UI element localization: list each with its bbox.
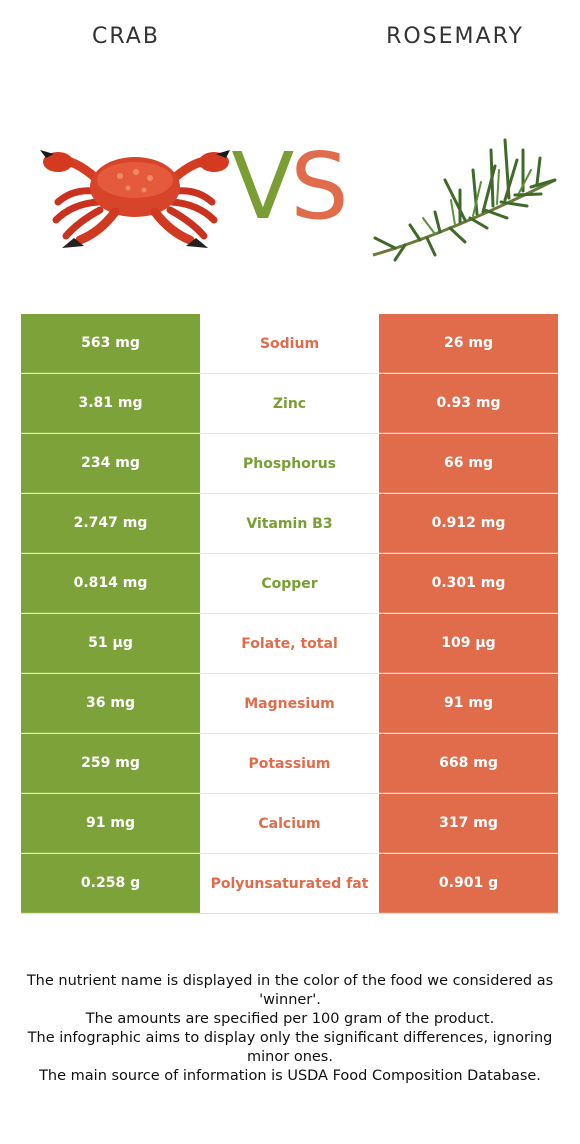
crab-value: 234 mg <box>21 434 200 493</box>
table-row: 563 mg Sodium 26 mg <box>21 314 558 374</box>
crab-value: 3.81 mg <box>21 374 200 433</box>
table-row: 234 mg Phosphorus 66 mg <box>21 434 558 494</box>
footer-notes: The nutrient name is displayed in the co… <box>14 972 566 1086</box>
crab-value: 0.814 mg <box>21 554 200 613</box>
vs-v: V <box>231 133 294 240</box>
crab-value: 563 mg <box>21 314 200 373</box>
rosemary-title: ROSEMARY <box>386 24 524 49</box>
nutrient-name: Phosphorus <box>200 434 379 493</box>
table-row: 2.747 mg Vitamin B3 0.912 mg <box>21 494 558 554</box>
vs-s: S <box>290 133 348 240</box>
nutrient-name: Potassium <box>200 734 379 793</box>
table-row: 3.81 mg Zinc 0.93 mg <box>21 374 558 434</box>
table-row: 0.258 g Polyunsaturated fat 0.901 g <box>21 854 558 914</box>
nutrient-name: Sodium <box>200 314 379 373</box>
rosemary-value: 91 mg <box>379 674 558 733</box>
table-row: 0.814 mg Copper 0.301 mg <box>21 554 558 614</box>
table-row: 51 µg Folate, total 109 µg <box>21 614 558 674</box>
nutrient-name: Magnesium <box>200 674 379 733</box>
crab-value: 259 mg <box>21 734 200 793</box>
nutrient-name: Copper <box>200 554 379 613</box>
rosemary-value: 0.93 mg <box>379 374 558 433</box>
nutrient-name: Zinc <box>200 374 379 433</box>
rosemary-value: 317 mg <box>379 794 558 853</box>
rosemary-value: 0.301 mg <box>379 554 558 613</box>
crab-value: 2.747 mg <box>21 494 200 553</box>
crab-value: 36 mg <box>21 674 200 733</box>
nutrient-name: Polyunsaturated fat <box>200 854 379 913</box>
footer-line: The main source of information is USDA F… <box>39 1068 541 1084</box>
nutrient-name: Vitamin B3 <box>200 494 379 553</box>
crab-value: 0.258 g <box>21 854 200 913</box>
footer-line: The infographic aims to display only the… <box>27 1030 553 1065</box>
rosemary-value: 668 mg <box>379 734 558 793</box>
rosemary-value: 109 µg <box>379 614 558 673</box>
hero-section: VS <box>0 120 580 270</box>
rosemary-image <box>372 138 557 262</box>
rosemary-value: 0.912 mg <box>379 494 558 553</box>
footer-line: The nutrient name is displayed in the co… <box>26 973 554 1008</box>
crab-image <box>40 150 230 248</box>
rosemary-value: 0.901 g <box>379 854 558 913</box>
crab-value: 51 µg <box>21 614 200 673</box>
crab-value: 91 mg <box>21 794 200 853</box>
nutrient-name: Folate, total <box>200 614 379 673</box>
vs-label: VS <box>223 132 353 242</box>
crab-title: CRAB <box>92 24 160 49</box>
table-row: 259 mg Potassium 668 mg <box>21 734 558 794</box>
footer-line: The amounts are specified per 100 gram o… <box>85 1011 495 1027</box>
rosemary-value: 66 mg <box>379 434 558 493</box>
comparison-table: 563 mg Sodium 26 mg 3.81 mg Zinc 0.93 mg… <box>21 314 558 914</box>
table-row: 91 mg Calcium 317 mg <box>21 794 558 854</box>
nutrient-name: Calcium <box>200 794 379 853</box>
rosemary-value: 26 mg <box>379 314 558 373</box>
table-row: 36 mg Magnesium 91 mg <box>21 674 558 734</box>
